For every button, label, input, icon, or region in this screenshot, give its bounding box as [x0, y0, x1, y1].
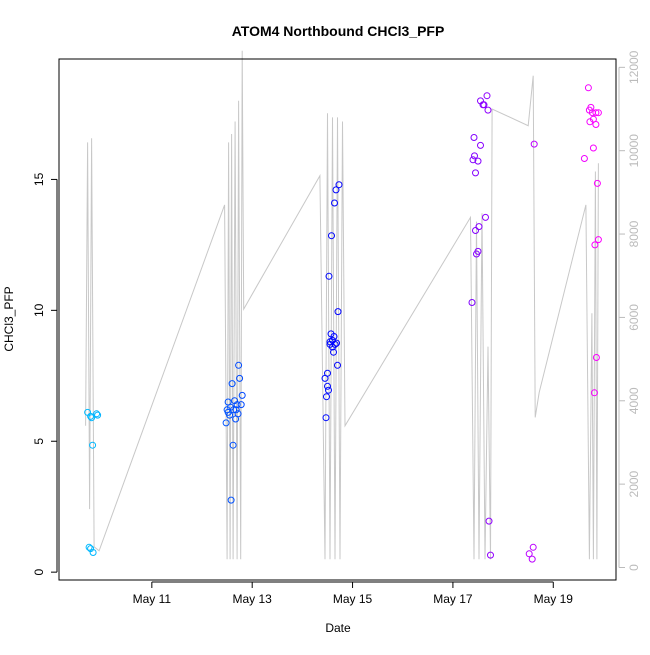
- data-point: [477, 141, 484, 149]
- y2-axis: 0 2000 4000 6000 8000 10000 12000: [618, 50, 641, 571]
- data-point: [334, 308, 342, 316]
- data-point: [89, 549, 97, 556]
- data-point: [528, 555, 536, 563]
- data-point: [325, 386, 332, 394]
- data-point: [530, 140, 538, 148]
- y2-tick-label: 4000: [627, 387, 641, 414]
- data-point: [584, 84, 592, 92]
- data-point: [235, 361, 243, 369]
- y-tick-label: 15: [32, 172, 46, 186]
- data-point: [484, 106, 492, 114]
- data-point: [591, 241, 599, 249]
- data-point: [333, 339, 340, 347]
- y-tick-label: 0: [32, 568, 46, 575]
- data-point: [89, 441, 97, 449]
- data-point: [334, 361, 341, 369]
- data-point: [335, 181, 343, 189]
- data-point: [94, 411, 102, 419]
- data-point: [330, 348, 337, 356]
- data-point: [233, 401, 241, 409]
- data-point: [487, 551, 494, 559]
- data-point: [93, 410, 101, 418]
- x-tick-label: May 19: [534, 592, 574, 606]
- data-point: [227, 496, 235, 504]
- data-point: [322, 414, 330, 422]
- y2-tick-label: 12000: [627, 50, 641, 84]
- data-point: [87, 412, 95, 420]
- data-point: [228, 380, 236, 388]
- data-point: [234, 410, 242, 418]
- data-point: [325, 272, 333, 280]
- data-point: [594, 236, 602, 244]
- data-point: [480, 101, 488, 109]
- data-point: [469, 156, 477, 164]
- x-axis: May 11 May 13 May 15 May 17 May 19: [133, 581, 574, 606]
- y2-tick-label: 8000: [627, 220, 641, 247]
- data-point: [529, 543, 537, 551]
- y-axis: 0 5 10 15: [32, 172, 58, 575]
- x-tick-label: May 11: [133, 592, 172, 606]
- data-point: [472, 169, 479, 177]
- y-axis-label: CHCl3_PFP: [2, 286, 16, 351]
- data-point: [474, 157, 482, 165]
- y-tick-label: 10: [32, 303, 46, 317]
- data-point: [232, 406, 240, 414]
- data-point: [88, 414, 96, 422]
- x-tick-label: May 13: [233, 592, 273, 606]
- data-point: [525, 550, 533, 558]
- data-point: [224, 408, 232, 416]
- data-point: [483, 92, 491, 100]
- data-point: [238, 391, 246, 399]
- data-point: [323, 393, 330, 401]
- y2-tick-label: 10000: [627, 134, 641, 168]
- data-point: [328, 232, 335, 240]
- x-tick-label: May 17: [433, 592, 473, 606]
- data-point: [324, 369, 331, 377]
- data-point: [593, 179, 601, 187]
- data-point: [332, 186, 340, 194]
- secondary-series-polyline: [85, 50, 599, 560]
- y2-tick-label: 6000: [627, 304, 641, 331]
- data-point: [474, 247, 482, 255]
- data-point: [472, 227, 479, 234]
- data-point: [237, 401, 245, 409]
- secondary-series-line: [85, 50, 599, 560]
- data-point: [229, 441, 237, 449]
- data-point: [580, 155, 588, 162]
- data-point: [594, 109, 602, 117]
- x-tick-label: May 15: [333, 592, 373, 606]
- x-axis-label: Date: [325, 621, 351, 635]
- data-point: [475, 223, 483, 231]
- data-point: [330, 333, 338, 340]
- data-point: [592, 354, 600, 361]
- y-tick-label: 5: [32, 438, 46, 445]
- data-point: [590, 389, 598, 397]
- chart-title: ATOM4 Northbound CHCl3_PFP: [232, 23, 445, 39]
- data-point: [85, 543, 93, 551]
- data-point: [592, 109, 600, 117]
- y2-tick-label: 2000: [627, 470, 641, 497]
- data-point: [485, 517, 493, 525]
- data-point: [589, 144, 597, 152]
- data-point: [471, 152, 478, 160]
- data-point: [324, 382, 331, 390]
- data-point: [222, 419, 230, 427]
- data-point: [592, 121, 600, 128]
- data-point: [482, 213, 489, 221]
- data-point: [236, 374, 244, 382]
- data-point: [230, 406, 238, 414]
- data-point: [468, 299, 476, 306]
- data-point: [331, 199, 338, 207]
- data-point: [470, 134, 478, 141]
- data-point: [329, 343, 336, 351]
- data-points: [84, 84, 602, 563]
- y2-tick-label: 0: [627, 564, 641, 571]
- plot-frame: [58, 58, 617, 581]
